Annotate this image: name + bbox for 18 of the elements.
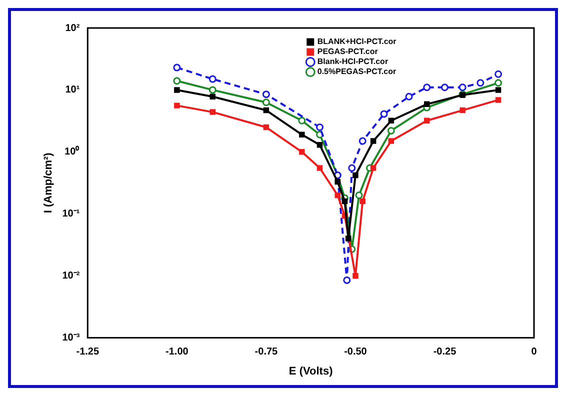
x-tick-label: -0.75 [254,346,278,358]
y-tick-label: 10⁻² [62,270,80,282]
y-tick-label: 10¹ [65,84,80,96]
x-tick-label: 0 [531,346,538,358]
x-tick-label: -0.50 [344,346,368,358]
x-tick-label: -1.00 [166,346,189,358]
legend-label: PEGAS-PCT.cor [317,47,378,56]
y-tick-label: 10⁰ [64,146,80,158]
legend-label: Blank-HCl-PCT.cor [317,57,388,66]
x-axis-title: E (Volts) [288,365,334,378]
x-tick-label: -1.25 [76,346,100,358]
y-tick-label: 10⁻³ [62,332,80,344]
y-tick-label: 10⁻¹ [62,208,80,220]
legend-label: 0.5%PEGAS-PCT.cor [317,67,396,76]
legend-label: BLANK+HCl-PCT.cor [317,37,396,46]
y-tick-label: 10² [65,22,80,34]
y-axis-title: I (Amp/cm²) [42,152,55,214]
x-tick-label: -0.25 [433,346,457,358]
